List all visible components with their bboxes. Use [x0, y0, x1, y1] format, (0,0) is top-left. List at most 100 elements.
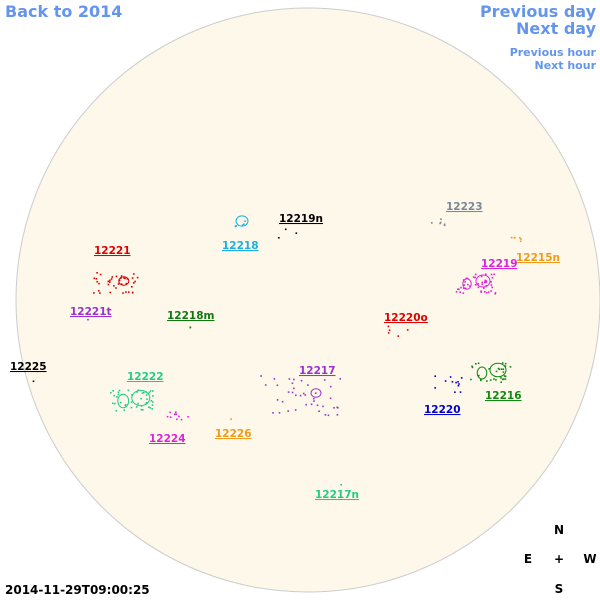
sunspot [464, 281, 466, 283]
sunspot [114, 402, 116, 405]
region-label[interactable]: 12218m [167, 310, 215, 322]
sunspot [98, 282, 100, 285]
previous-day-link[interactable]: Previous day [480, 2, 597, 21]
sunspot [128, 291, 130, 293]
sunspot [483, 287, 485, 289]
sunspot [439, 221, 442, 224]
sunspot [474, 273, 477, 276]
sunspot [127, 389, 130, 392]
sunspot [464, 287, 467, 290]
region-label[interactable]: 12217n [315, 489, 359, 501]
sunspot [169, 411, 171, 414]
sunspot [132, 282, 135, 284]
next-hour-link[interactable]: Next hour [535, 59, 597, 72]
sunspot [323, 379, 326, 381]
sunspot [443, 223, 446, 226]
sunspot [119, 401, 122, 404]
region-label[interactable]: 12220o [384, 312, 428, 324]
sunspot [136, 391, 138, 393]
sunspot [440, 218, 442, 220]
sunspot [388, 329, 391, 332]
region-label[interactable]: 12219 [481, 258, 518, 270]
region-label[interactable]: 12220 [424, 404, 461, 416]
region-label[interactable]: 12226 [215, 428, 252, 440]
sunspot [176, 418, 178, 421]
sunspot [189, 326, 192, 329]
sunspot [339, 378, 342, 380]
sunspot [500, 368, 503, 370]
sunspot [434, 387, 436, 389]
sunspot [490, 290, 492, 292]
sunspot [310, 403, 313, 406]
sunspot [314, 392, 317, 394]
sunspot [519, 240, 522, 243]
sunspot [457, 384, 460, 387]
sunspot [118, 279, 121, 282]
sunspot [115, 409, 118, 412]
sunspot [500, 381, 502, 383]
sunspot [113, 394, 115, 397]
region-label[interactable]: 12222 [127, 371, 164, 383]
region-label[interactable]: 12219n [279, 213, 323, 225]
sunspot [443, 224, 446, 227]
sunspot [134, 280, 136, 283]
sunspot [444, 380, 447, 382]
sunspot [327, 414, 330, 417]
timestamp: 2014-11-29T09:00:25 [5, 583, 150, 597]
sunspot [180, 418, 183, 421]
sunspot [460, 377, 463, 379]
back-link[interactable]: Back to 2014 [5, 2, 122, 21]
sunspot [234, 225, 237, 228]
sunspot [313, 400, 315, 402]
sunspot [141, 392, 144, 394]
region-label[interactable]: 12221 [94, 245, 131, 257]
solar-disk [15, 7, 600, 593]
sunspot [93, 292, 95, 294]
sunspot [490, 273, 493, 276]
sunspot [340, 484, 342, 486]
sunspot [140, 397, 142, 400]
sunspot [485, 273, 487, 276]
region-label[interactable]: 12217 [299, 365, 336, 377]
sunspot [336, 406, 338, 409]
sunspot [495, 370, 498, 373]
sunspot [295, 232, 298, 234]
region-label[interactable]: 12224 [149, 433, 186, 445]
sunspot [439, 222, 441, 225]
sunspot [504, 375, 507, 378]
sunspot [307, 384, 309, 386]
region-label[interactable]: 12225 [10, 361, 47, 373]
region-label[interactable]: 12223 [446, 201, 483, 213]
region-label[interactable]: 12216 [485, 390, 522, 402]
sunspot [276, 399, 279, 401]
sunspot [110, 278, 113, 280]
sunspot [502, 378, 505, 380]
sunspot [397, 335, 400, 337]
sunspot [480, 275, 483, 278]
previous-hour-link[interactable]: Previous hour [510, 46, 597, 59]
sunspot [112, 390, 114, 392]
sunspot [260, 375, 262, 377]
region-label[interactable]: 12221t [70, 306, 112, 318]
sunspot [99, 292, 101, 294]
sunspot [287, 391, 290, 393]
sunspot [109, 281, 111, 283]
sunspot [107, 283, 110, 286]
region-label[interactable]: 12215n [516, 252, 560, 264]
sunspot [504, 362, 507, 365]
sunspot [514, 236, 516, 239]
sunspot [151, 408, 153, 410]
sunspot [484, 279, 486, 282]
sunspot [142, 409, 144, 411]
sunspot [120, 277, 122, 279]
sunspot [125, 291, 127, 293]
next-day-link[interactable]: Next day [516, 19, 597, 38]
sunspot [294, 409, 297, 411]
sunspot [491, 277, 494, 279]
sunspot [455, 381, 457, 384]
region-label[interactable]: 12218 [222, 240, 259, 252]
sunspot [111, 276, 114, 278]
sunspot-umbra [475, 274, 491, 288]
sunspot [175, 411, 177, 413]
compass-east: E [524, 552, 532, 566]
